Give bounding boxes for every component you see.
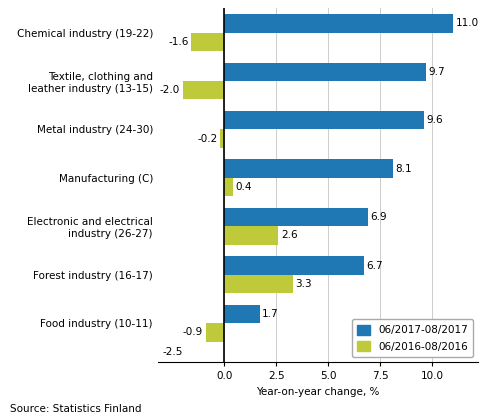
- Bar: [224, 256, 364, 275]
- Bar: [224, 14, 453, 32]
- Text: 9.7: 9.7: [429, 67, 445, 77]
- Text: 1.7: 1.7: [262, 309, 279, 319]
- Bar: [224, 305, 260, 323]
- Text: -1.6: -1.6: [168, 37, 188, 47]
- Text: 6.9: 6.9: [370, 212, 387, 222]
- Text: -2.0: -2.0: [160, 85, 180, 95]
- Bar: [224, 111, 424, 129]
- Text: 8.1: 8.1: [395, 163, 412, 173]
- Text: -2.5: -2.5: [162, 347, 182, 357]
- Text: 6.7: 6.7: [366, 260, 383, 270]
- Text: -0.2: -0.2: [197, 134, 218, 144]
- Bar: [183, 81, 224, 99]
- Bar: [220, 129, 224, 148]
- Bar: [224, 178, 233, 196]
- Bar: [224, 62, 426, 81]
- Bar: [224, 208, 368, 226]
- Text: 2.6: 2.6: [281, 230, 298, 240]
- Text: 9.6: 9.6: [426, 115, 443, 125]
- Text: 0.4: 0.4: [235, 182, 251, 192]
- Bar: [206, 323, 224, 342]
- Bar: [224, 159, 393, 178]
- Bar: [224, 275, 293, 293]
- Legend: 06/2017-08/2017, 06/2016-08/2016: 06/2017-08/2017, 06/2016-08/2016: [352, 319, 473, 357]
- Text: -0.9: -0.9: [183, 327, 203, 337]
- Bar: [224, 226, 279, 245]
- Text: 11.0: 11.0: [456, 18, 479, 28]
- Text: Source: Statistics Finland: Source: Statistics Finland: [10, 404, 141, 414]
- X-axis label: Year-on-year change, %: Year-on-year change, %: [256, 386, 380, 396]
- Bar: [191, 32, 224, 51]
- Text: 3.3: 3.3: [295, 279, 312, 289]
